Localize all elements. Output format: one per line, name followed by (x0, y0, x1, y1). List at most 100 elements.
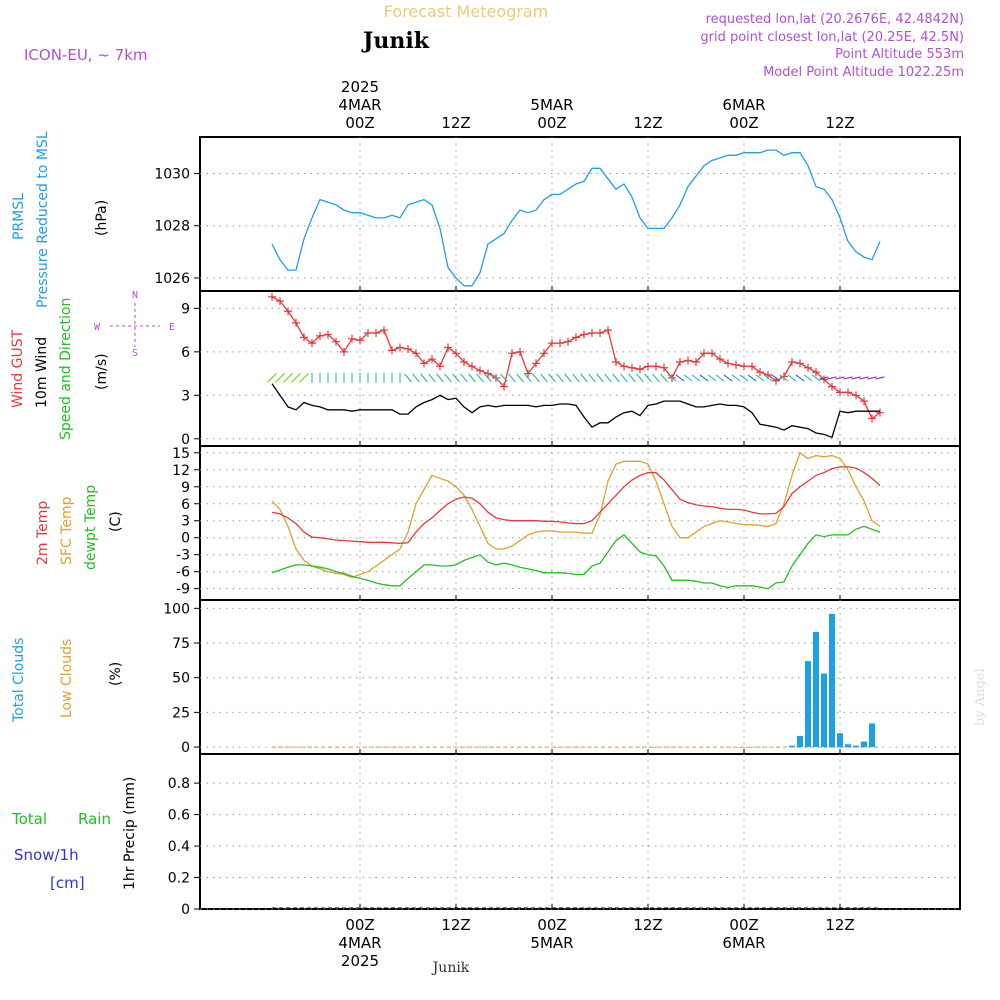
y-tick-label: 6 (181, 345, 190, 361)
temp-2m-label: 2m Temp (35, 501, 51, 565)
y-tick-label: 12 (172, 463, 190, 479)
gust-marker (644, 362, 652, 371)
x-top-date-label: 4MAR (338, 96, 381, 114)
wind-direction-arrow (851, 376, 861, 380)
gust-marker (484, 369, 492, 378)
y-tick-label: 0 (181, 902, 190, 918)
pressure-unit: (hPa) (94, 200, 110, 236)
total-cloud-bar (869, 723, 875, 748)
wind-direction-arrow (827, 376, 837, 380)
gust-marker (820, 375, 828, 384)
wind-direction-arrow (604, 373, 612, 383)
gust-marker (748, 362, 756, 371)
x-tick-labels: 00Z4MAR202500Z4MAR202512Z12Z00Z5MAR00Z5M… (338, 78, 854, 970)
gust-marker (372, 329, 380, 338)
gust-marker (532, 359, 540, 368)
wind-direction-arrow (771, 374, 781, 382)
panel-frame-3 (199, 599, 961, 755)
wind-direction-arrow (628, 373, 636, 383)
total-cloud-bar (797, 735, 803, 748)
y-tick-label: -3 (176, 548, 190, 564)
gust-marker (620, 362, 628, 371)
gust-marker (828, 382, 836, 391)
y-tick-label: 1026 (154, 271, 190, 287)
y-tick-label: 15 (172, 446, 190, 462)
x-bottom-hour-label: 00Z (345, 916, 374, 934)
gust-line (271, 296, 881, 420)
cloud-unit: (%) (108, 662, 124, 686)
wind-compass: N S W E (94, 290, 175, 359)
y-tick-label: 50 (172, 671, 190, 687)
y-tick-label: -6 (176, 565, 190, 581)
wind-direction-arrow (875, 376, 885, 380)
wind-direction-arrow (707, 374, 717, 382)
x-bottom-year-label: 2025 (341, 952, 379, 970)
gust-marker (380, 326, 388, 335)
gust-marker (732, 360, 740, 369)
wind-direction-arrow (739, 374, 749, 382)
model-label: ICON-EU, ~ 7km (24, 46, 148, 64)
wind-direction-arrow (532, 373, 540, 383)
x-bottom-date-label: 6MAR (722, 934, 765, 952)
x-bottom-hour-label: 00Z (729, 916, 758, 934)
temp-dew-label: dewpt Temp (83, 485, 99, 570)
wind-direction-arrow (283, 373, 293, 383)
gust-marker (324, 330, 332, 339)
gust-marker (836, 388, 844, 397)
x-top-date-label: 6MAR (722, 96, 765, 114)
gust-marker (868, 414, 876, 423)
wind-direction-arrow (508, 373, 516, 383)
panel-frame-4 (199, 753, 961, 910)
wind-direction-arrow (620, 373, 628, 383)
wind-direction-arrow (867, 376, 877, 380)
wind-direction-arrow (859, 376, 869, 380)
y-tick-label: 0.6 (168, 808, 190, 824)
wind-direction-arrow (428, 373, 436, 383)
wind-direction-arrow (779, 374, 789, 382)
gust-marker (548, 339, 556, 348)
compass-east: E (169, 322, 175, 333)
gust-marker (444, 343, 452, 352)
y-tick-label: 0.8 (168, 776, 190, 792)
wind-direction-arrow (556, 373, 564, 383)
gust-marker (572, 333, 580, 342)
wind-direction-arrow (795, 374, 805, 382)
gust-marker (348, 334, 356, 343)
gust-marker (356, 336, 364, 345)
gust-marker (876, 408, 884, 417)
precip-labels: Total Rain Snow/1h [cm] 1hr Precip (mm) (11, 777, 138, 892)
gust-marker (796, 359, 804, 368)
wind-direction-arrow (540, 373, 548, 383)
gust-marker (508, 349, 516, 358)
gust-marker (692, 357, 700, 366)
panel-grids (194, 137, 960, 910)
wind-direction-arrow (675, 374, 685, 382)
gust-marker (284, 307, 292, 316)
wind-direction-arrow (420, 373, 428, 383)
gust-marker (812, 368, 820, 377)
gust-marker (396, 343, 404, 352)
pressure-label-2: Pressure Reduced to MSL (35, 131, 51, 308)
wind-direction-arrow (468, 373, 476, 383)
gust-marker (412, 349, 420, 358)
gust-marker (652, 362, 660, 371)
wind-dir-label: Speed and Direction (58, 298, 74, 440)
wind-direction-arrow (667, 374, 677, 382)
wind-direction-arrow (652, 373, 660, 383)
y-tick-label: 1030 (154, 167, 190, 183)
gust-marker (724, 359, 732, 368)
gust-marker (636, 365, 644, 374)
gust-marker (468, 362, 476, 371)
total-cloud-bar (845, 744, 851, 748)
temp-labels: 2m Temp SFC Temp dewpt Temp (C) (35, 485, 124, 570)
gust-marker (460, 357, 468, 366)
wind-direction-arrow (444, 373, 452, 383)
gust-marker (612, 357, 620, 366)
wind-direction-arrow (723, 374, 733, 382)
y-tick-label: -9 (176, 582, 190, 598)
gust-marker (404, 344, 412, 353)
compass-south: S (132, 348, 138, 359)
gust-marker (660, 363, 668, 372)
wind-direction-arrow (564, 373, 572, 383)
total-cloud-bar (789, 745, 795, 748)
